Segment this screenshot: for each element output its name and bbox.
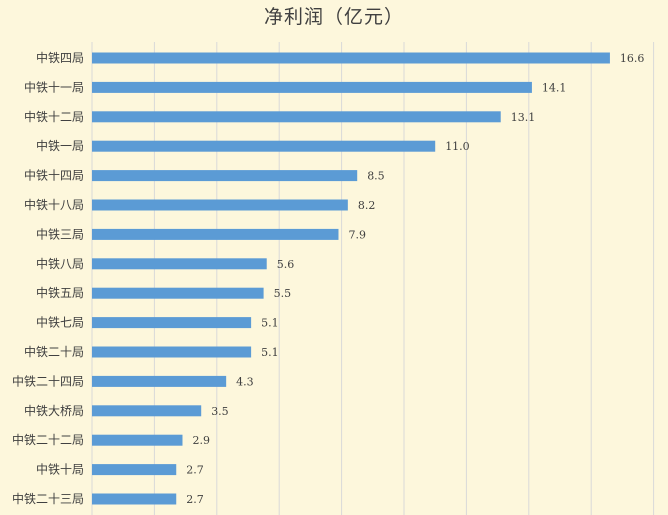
data-label: 2.7 (186, 464, 204, 477)
category-label: 中铁十四局 (24, 168, 84, 183)
data-label: 14.1 (542, 81, 567, 94)
category-label: 中铁十局 (36, 462, 84, 477)
category-label: 中铁五局 (36, 285, 84, 300)
category-label: 中铁二十四局 (12, 373, 84, 388)
category-label: 中铁十二局 (24, 109, 84, 124)
bar (92, 140, 436, 152)
data-label: 5.5 (274, 287, 292, 300)
data-label: 8.2 (358, 199, 376, 212)
bar (92, 375, 227, 387)
bar (92, 405, 202, 417)
bar (92, 81, 532, 93)
bar (92, 434, 183, 446)
bar (92, 52, 610, 64)
data-label: 5.1 (261, 317, 279, 330)
bar (92, 287, 264, 299)
category-label: 中铁二十局 (24, 344, 84, 359)
data-label: 3.5 (211, 405, 229, 418)
bar (92, 199, 348, 211)
bar (92, 317, 252, 329)
data-label: 5.1 (261, 346, 279, 359)
bar (92, 464, 177, 476)
category-label: 中铁十八局 (24, 197, 84, 212)
bar (92, 228, 339, 240)
bar (92, 258, 267, 270)
bar (92, 170, 358, 182)
data-label: 2.7 (186, 493, 204, 506)
data-label: 5.6 (277, 258, 295, 271)
data-label: 2.9 (192, 434, 210, 447)
chart-title: 净利润（亿元） (263, 6, 404, 28)
data-label: 8.5 (367, 170, 385, 183)
category-label: 中铁一局 (36, 138, 84, 153)
bar (92, 346, 252, 358)
category-label: 中铁四局 (36, 50, 84, 65)
data-label: 7.9 (348, 228, 366, 241)
category-label: 中铁十一局 (24, 79, 84, 94)
bar (92, 493, 177, 505)
data-label: 16.6 (620, 52, 645, 65)
category-label: 中铁八局 (36, 256, 84, 271)
category-label: 中铁七局 (36, 315, 84, 330)
data-label: 13.1 (511, 111, 535, 124)
category-label: 中铁三局 (36, 226, 84, 241)
category-label: 中铁大桥局 (24, 403, 84, 418)
data-label: 11.0 (445, 140, 470, 153)
category-label: 中铁二十三局 (12, 491, 84, 506)
category-label: 中铁二十二局 (12, 432, 84, 447)
data-label: 4.3 (236, 375, 254, 388)
bar (92, 111, 501, 123)
